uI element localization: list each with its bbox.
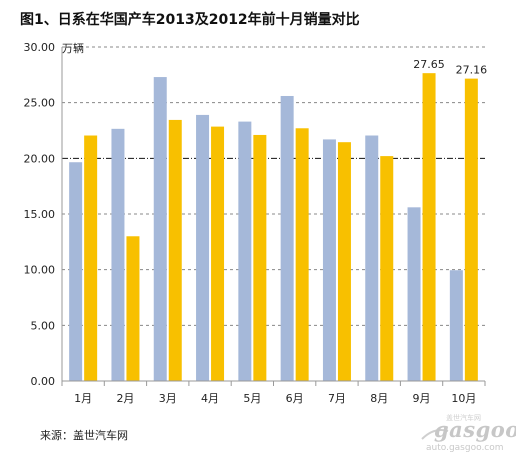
bar-10月-series-0 xyxy=(449,270,463,381)
bar-3月-series-0 xyxy=(153,77,167,381)
bar-1月-series-1 xyxy=(84,135,98,381)
bar-1月-series-0 xyxy=(69,162,83,381)
gridlines xyxy=(62,46,485,326)
swoosh-icon xyxy=(421,429,449,440)
bar-9月-series-1 xyxy=(422,73,436,381)
y-tick-label: 10.00 xyxy=(24,264,56,277)
gasgoo-watermark-logo: 盖世汽车网 gasgoo auto.gasgoo.com xyxy=(420,414,516,457)
y-tick-labels: 0.00 5.00 10.00 15.00 20.00 25.00 30.00 xyxy=(24,41,56,388)
bar-8月-series-1 xyxy=(380,156,394,381)
x-tick-label: 5月 xyxy=(243,392,261,405)
watermark-brand: gasgoo xyxy=(434,417,516,442)
x-tick-label: 3月 xyxy=(159,392,177,405)
data-labels: 27.65 27.16 xyxy=(413,58,487,76)
bar-6月-series-1 xyxy=(295,128,309,381)
watermark-url: auto.gasgoo.com xyxy=(426,443,504,453)
x-tick-label: 10月 xyxy=(451,392,476,405)
bars xyxy=(69,73,478,382)
y-tick-label: 20.00 xyxy=(24,152,56,165)
bar-6月-series-0 xyxy=(280,95,294,381)
y-tick-label: 30.00 xyxy=(24,41,56,54)
bar-5月-series-0 xyxy=(238,121,252,382)
bar-8月-series-0 xyxy=(365,135,379,381)
bar-3月-series-1 xyxy=(168,119,182,381)
x-tick-label: 1月 xyxy=(74,392,92,405)
bar-9月-series-0 xyxy=(407,207,421,381)
data-label: 27.65 xyxy=(413,58,445,71)
bar-2月-series-1 xyxy=(126,236,140,381)
y-tick-label: 15.00 xyxy=(24,208,56,221)
x-tick-label: 7月 xyxy=(328,392,346,405)
data-label: 27.16 xyxy=(456,64,488,77)
x-tick-labels: 1月 2月 3月 4月 5月 6月 7月 8月 9月 10月 xyxy=(74,392,476,405)
bar-7月-series-0 xyxy=(322,139,336,381)
x-tick-label: 2月 xyxy=(116,392,134,405)
bar-7月-series-1 xyxy=(337,142,351,381)
bar-4月-series-1 xyxy=(211,126,225,381)
y-tick-label: 0.00 xyxy=(31,375,56,388)
watermark-cn: 盖世汽车网 xyxy=(446,414,481,422)
chart-title: 图1、日系在华国产车2013及2012年前十月销量对比 xyxy=(20,12,360,28)
y-tick-label: 25.00 xyxy=(24,97,56,110)
bar-4月-series-0 xyxy=(196,114,210,381)
y-tick-label: 5.00 xyxy=(31,319,56,332)
y-unit-label: 万辆 xyxy=(62,41,84,55)
x-tick-label: 8月 xyxy=(370,392,388,405)
axes xyxy=(61,47,486,386)
source-note: 来源：盖世汽车网 xyxy=(40,429,128,442)
x-tick-label: 9月 xyxy=(413,392,431,405)
bar-5月-series-1 xyxy=(253,134,267,381)
bar-2月-series-0 xyxy=(111,128,125,381)
x-tick-label: 6月 xyxy=(286,392,304,405)
bar-10月-series-1 xyxy=(464,78,478,382)
x-tick-label: 4月 xyxy=(201,392,219,405)
